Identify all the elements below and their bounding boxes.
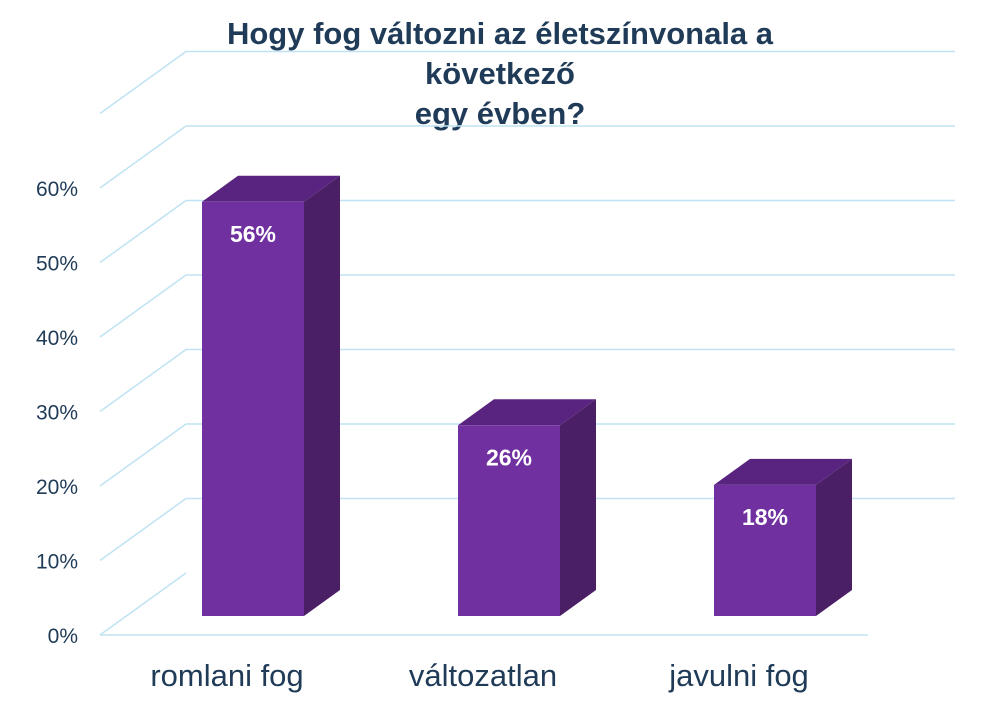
gridline-diagonal (99, 125, 187, 189)
bar-1: 56% (202, 175, 340, 617)
y-tick-label: 0% (48, 625, 78, 648)
gridline-diagonal (99, 497, 187, 562)
chart-title-line-2: egy évben? (414, 96, 586, 131)
gridline-diagonal (99, 348, 187, 413)
y-tick-label: 30% (36, 402, 78, 425)
bar-front (714, 484, 816, 616)
gridline-diagonal (99, 423, 187, 487)
bar-front (458, 425, 560, 616)
data-label: 56% (230, 221, 276, 247)
gridline-diagonal (99, 199, 187, 264)
y-tick-label: 40% (36, 327, 78, 350)
y-tick-label: 50% (36, 253, 78, 276)
y-tick-label: 20% (36, 476, 78, 499)
bar-2: 26% (458, 399, 596, 616)
x-category-label: romlani fog (150, 658, 303, 693)
y-tick-label: 10% (36, 551, 78, 574)
bar-top (202, 175, 340, 202)
chart-title-line-1: Hogy fog változni az életszínvonala a kö… (226, 16, 774, 91)
bar-side (816, 458, 852, 616)
data-label: 26% (486, 444, 532, 470)
gridline-diagonal (99, 50, 187, 115)
bar-front (202, 201, 304, 617)
bar-top (714, 458, 852, 485)
y-tick-label: 60% (36, 178, 78, 201)
x-category-label: változatlan (409, 658, 557, 693)
bar-side (560, 399, 596, 616)
gridline-diagonal (99, 572, 187, 636)
x-category-label: javulni fog (668, 658, 809, 693)
data-label: 18% (742, 504, 788, 530)
chart-title: Hogy fog változni az életszínvonala a kö… (150, 14, 850, 134)
bar-3: 18% (714, 458, 852, 616)
gridline-diagonal (99, 274, 187, 338)
bar-top (458, 399, 596, 426)
bar-side (304, 175, 340, 617)
